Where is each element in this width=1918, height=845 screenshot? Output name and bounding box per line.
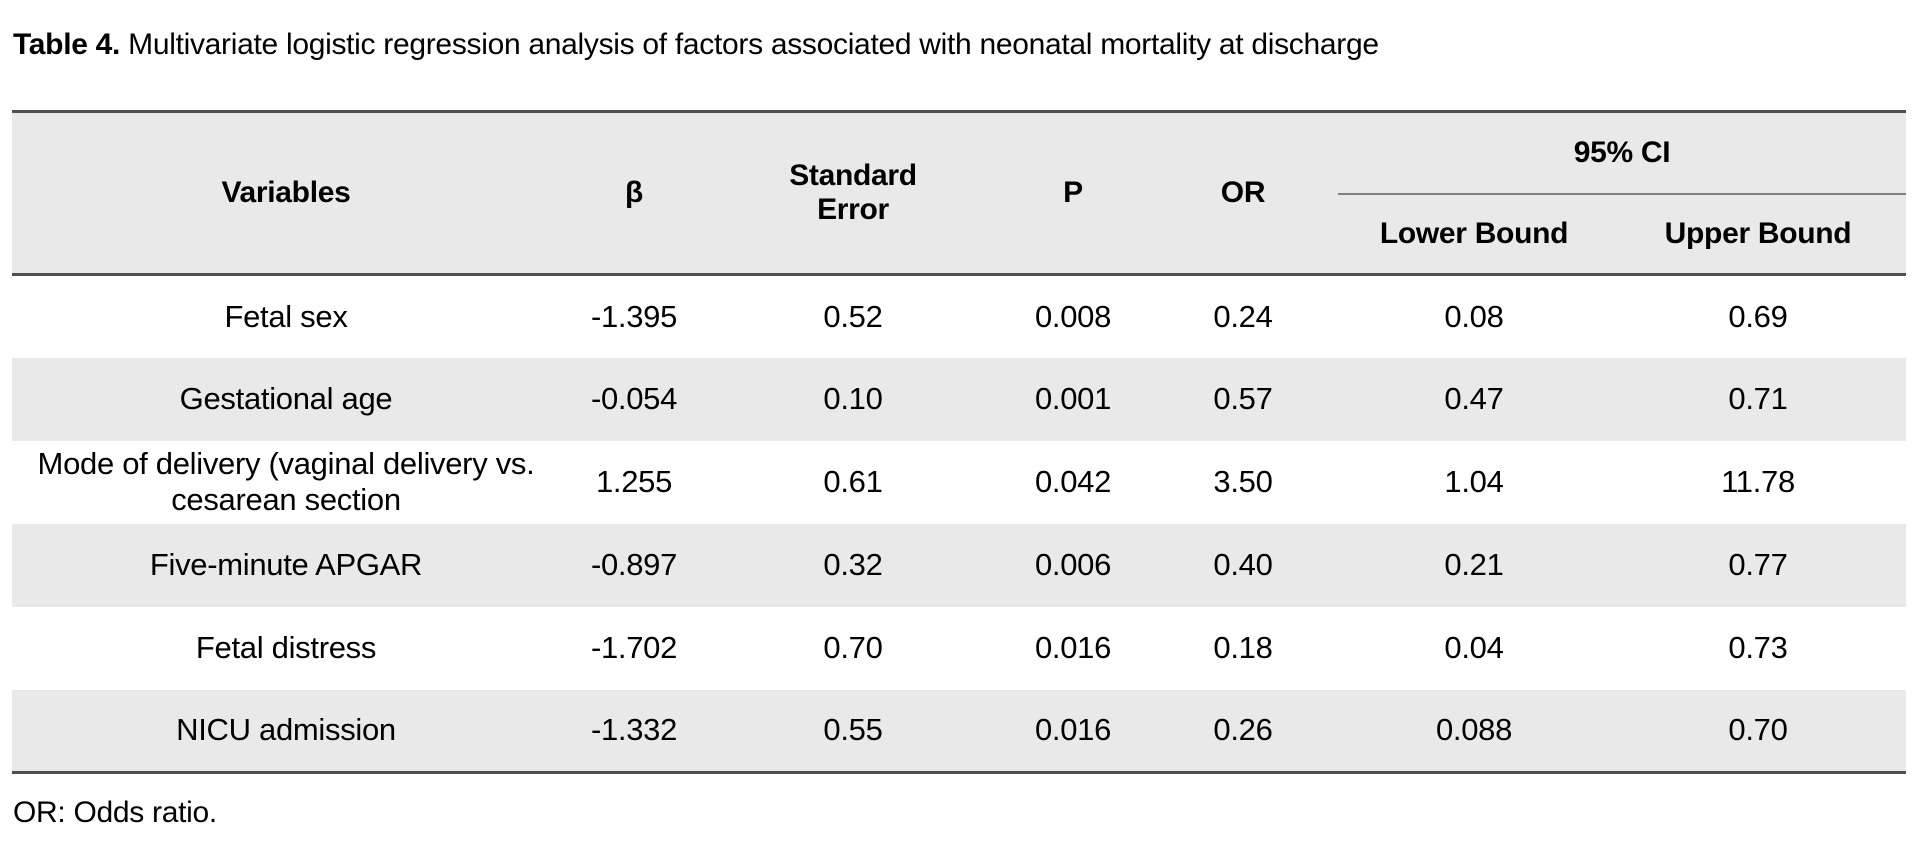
col-header-or: OR (1148, 111, 1338, 276)
cell-variable: Mode of delivery (vaginal delivery vs. c… (12, 440, 560, 524)
cell-beta: -0.897 (560, 523, 708, 607)
cell-se: 0.55 (708, 689, 998, 774)
cell-variable: Gestational age (12, 357, 560, 441)
col-header-upper-bound: Upper Bound (1610, 193, 1906, 276)
cell-se: 0.52 (708, 274, 998, 358)
col-header-standard-error-label: Standard Error (789, 158, 917, 227)
cell-se: 0.61 (708, 440, 998, 524)
col-header-beta: β (560, 111, 708, 276)
table-caption-text: Multivariate logistic regression analysi… (120, 28, 1379, 61)
cell-ci-upper: 0.73 (1610, 606, 1906, 690)
cell-ci-upper: 0.71 (1610, 357, 1906, 441)
cell-ci-lower: 0.21 (1338, 523, 1610, 607)
cell-ci-upper: 0.70 (1610, 689, 1906, 774)
cell-ci-lower: 0.47 (1338, 357, 1610, 441)
cell-p: 0.001 (998, 357, 1148, 441)
cell-or: 0.57 (1148, 357, 1338, 441)
cell-se: 0.32 (708, 523, 998, 607)
cell-p: 0.016 (998, 606, 1148, 690)
cell-beta: 1.255 (560, 440, 708, 524)
cell-variable: Five-minute APGAR (12, 523, 560, 607)
cell-beta: -1.395 (560, 274, 708, 358)
cell-variable: Fetal sex (12, 274, 560, 358)
cell-or: 0.18 (1148, 606, 1338, 690)
table-body: Fetal sex -1.395 0.52 0.008 0.24 0.08 0.… (12, 274, 1906, 774)
table-footnote: OR: Odds ratio. (13, 796, 217, 829)
table-row-fetal-distress: Fetal distress -1.702 0.70 0.016 0.18 0.… (12, 606, 1906, 690)
cell-p: 0.016 (998, 689, 1148, 774)
col-header-variables: Variables (12, 111, 560, 276)
cell-or: 3.50 (1148, 440, 1338, 524)
table-row-gestational-age: Gestational age -0.054 0.10 0.001 0.57 0… (12, 357, 1906, 441)
col-header-standard-error: Standard Error (708, 111, 998, 276)
col-header-lower-bound: Lower Bound (1338, 193, 1610, 276)
table-caption: Table 4. Multivariate logistic regressio… (13, 28, 1379, 62)
cell-or: 0.40 (1148, 523, 1338, 607)
cell-variable: Fetal distress (12, 606, 560, 690)
cell-beta: -1.702 (560, 606, 708, 690)
table-row-mode-of-delivery: Mode of delivery (vaginal delivery vs. c… (12, 440, 1906, 524)
cell-ci-upper: 0.77 (1610, 523, 1906, 607)
col-header-p: P (998, 111, 1148, 276)
cell-or: 0.26 (1148, 689, 1338, 774)
table-header: Variables β Standard Error P OR 95% CI L… (12, 111, 1906, 276)
table-row-five-minute-apgar: Five-minute APGAR -0.897 0.32 0.006 0.40… (12, 523, 1906, 607)
cell-p: 0.042 (998, 440, 1148, 524)
cell-ci-upper: 11.78 (1610, 440, 1906, 524)
cell-ci-lower: 0.088 (1338, 689, 1610, 774)
col-header-95ci-group: 95% CI (1338, 111, 1906, 195)
cell-ci-upper: 0.69 (1610, 274, 1906, 358)
cell-beta: -0.054 (560, 357, 708, 441)
table-caption-number: Table 4. (13, 28, 121, 61)
regression-table: Variables β Standard Error P OR 95% CI L… (12, 110, 1906, 774)
cell-ci-lower: 1.04 (1338, 440, 1610, 524)
cell-variable: NICU admission (12, 689, 560, 774)
cell-se: 0.10 (708, 357, 998, 441)
cell-or: 0.24 (1148, 274, 1338, 358)
cell-beta: -1.332 (560, 689, 708, 774)
cell-p: 0.006 (998, 523, 1148, 607)
cell-se: 0.70 (708, 606, 998, 690)
table-row-fetal-sex: Fetal sex -1.395 0.52 0.008 0.24 0.08 0.… (12, 274, 1906, 358)
cell-ci-lower: 0.08 (1338, 274, 1610, 358)
cell-p: 0.008 (998, 274, 1148, 358)
table-row-nicu-admission: NICU admission -1.332 0.55 0.016 0.26 0.… (12, 689, 1906, 774)
cell-ci-lower: 0.04 (1338, 606, 1610, 690)
